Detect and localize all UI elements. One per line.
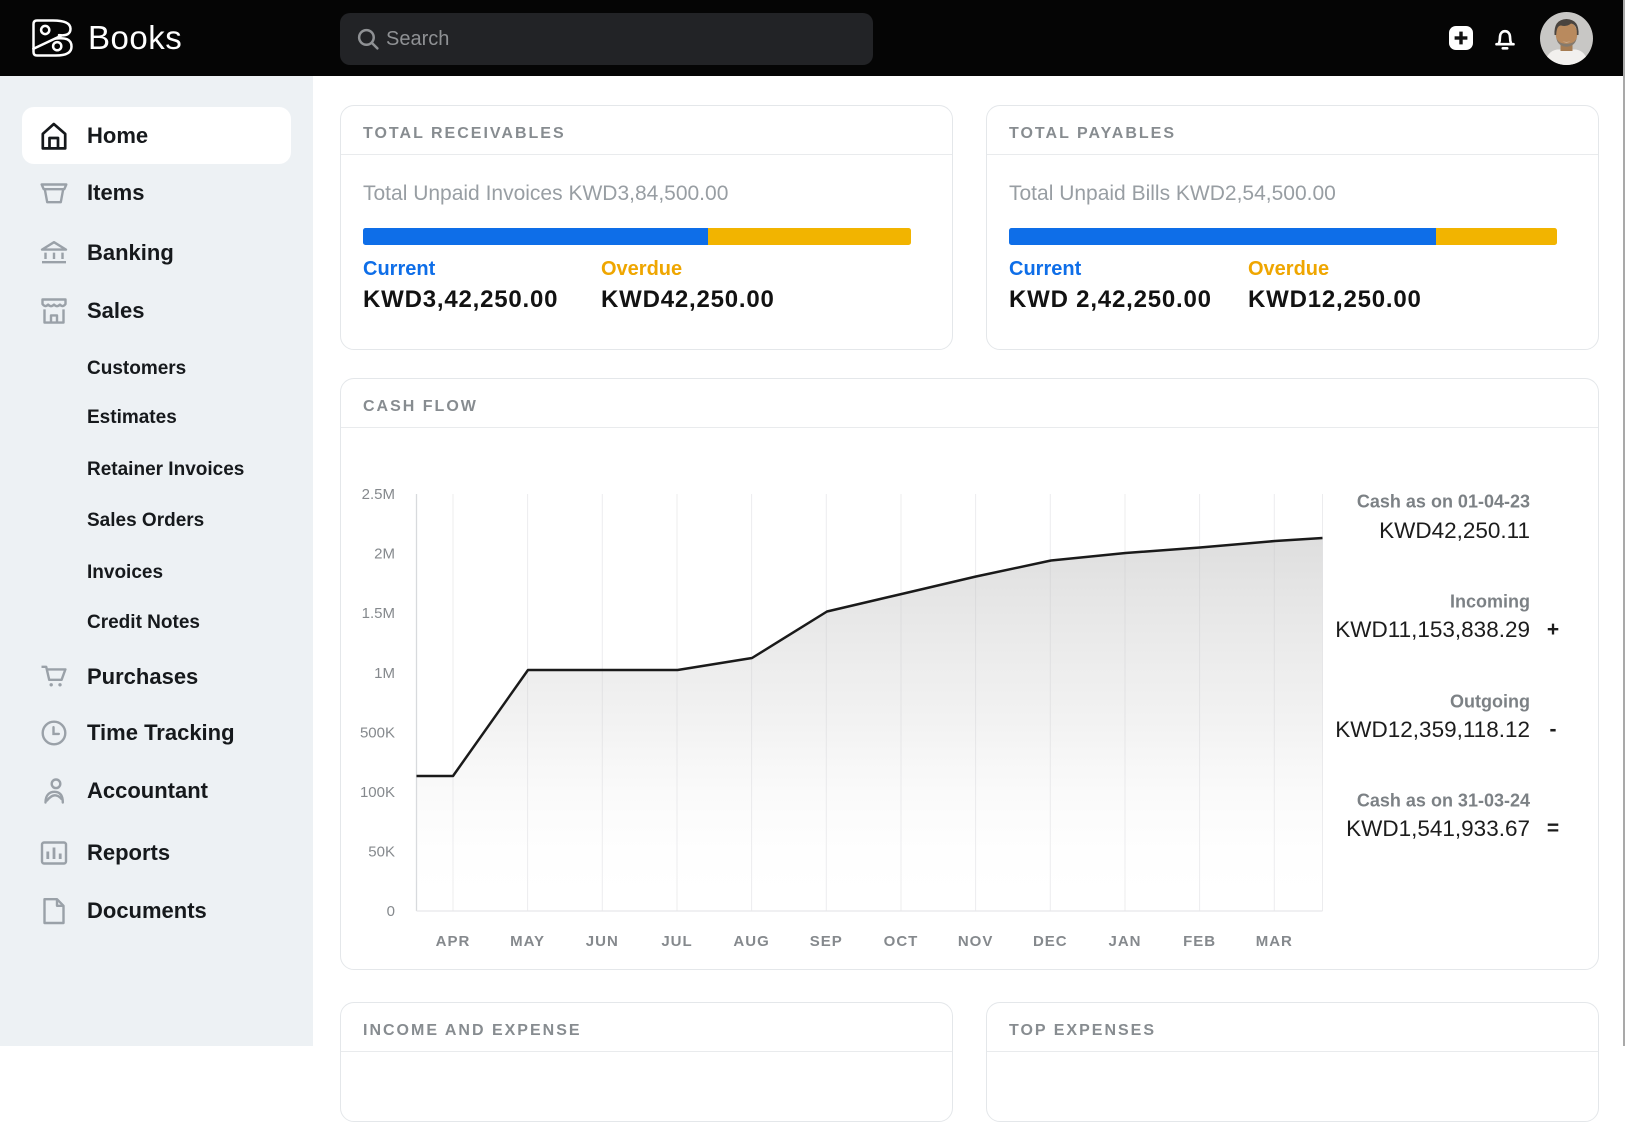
svg-text:500K: 500K xyxy=(360,724,395,741)
svg-text:MAY: MAY xyxy=(510,933,545,950)
svg-text:OCT: OCT xyxy=(884,933,919,950)
svg-text:AUG: AUG xyxy=(733,933,769,950)
svg-text:50K: 50K xyxy=(368,844,395,861)
svg-text:DEC: DEC xyxy=(1033,933,1068,950)
svg-text:APR: APR xyxy=(436,933,471,950)
svg-text:SEP: SEP xyxy=(810,933,843,950)
svg-text:JUL: JUL xyxy=(661,933,692,950)
svg-text:1.5M: 1.5M xyxy=(362,605,395,622)
svg-text:NOV: NOV xyxy=(958,933,994,950)
svg-text:100K: 100K xyxy=(360,784,395,801)
svg-text:FEB: FEB xyxy=(1183,933,1216,950)
svg-text:JAN: JAN xyxy=(1108,933,1141,950)
svg-text:1M: 1M xyxy=(374,665,395,682)
svg-text:2.5M: 2.5M xyxy=(362,486,395,503)
svg-text:2M: 2M xyxy=(374,546,395,563)
svg-text:JUN: JUN xyxy=(586,933,619,950)
svg-text:0: 0 xyxy=(387,903,395,920)
svg-text:MAR: MAR xyxy=(1256,933,1293,950)
